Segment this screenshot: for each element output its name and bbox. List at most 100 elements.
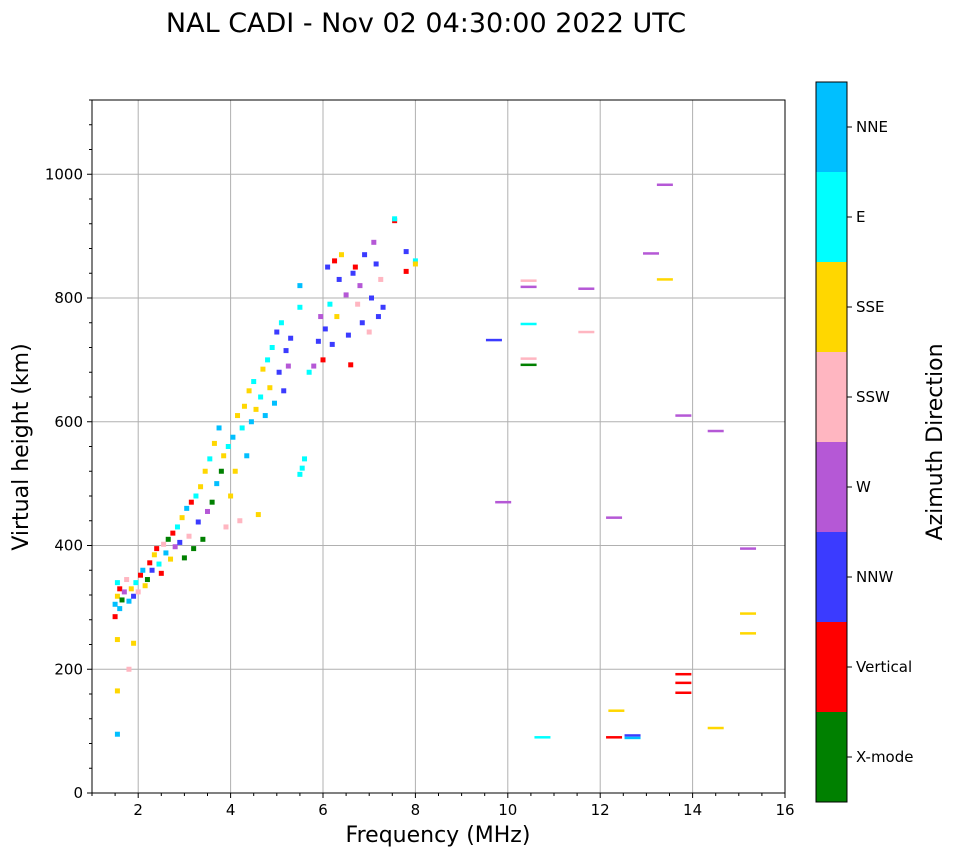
data-point (278, 320, 284, 326)
data-point (520, 279, 537, 282)
x-tick-label: 6 (318, 801, 328, 819)
data-point (299, 465, 305, 471)
data-point (239, 425, 245, 431)
data-point (332, 258, 338, 264)
y-tick-label: 400 (54, 537, 83, 555)
data-point (225, 444, 231, 449)
data-point (114, 580, 120, 586)
colorbar-segment (816, 262, 847, 352)
data-point (403, 268, 409, 274)
data-point (520, 357, 537, 360)
data-point (495, 500, 512, 504)
colorbar-label: X-mode (856, 748, 913, 766)
data-point (114, 593, 120, 599)
data-point (170, 530, 176, 536)
y-axis-ticks: 0 200 400 600 800 1000 (45, 99, 92, 802)
data-point (237, 518, 243, 524)
data-point (675, 691, 692, 695)
data-point (318, 314, 324, 320)
data-point (214, 481, 220, 487)
data-point (315, 338, 321, 344)
data-point (144, 577, 150, 583)
data-point (624, 734, 641, 737)
x-tick-label: 16 (775, 801, 794, 819)
data-point (133, 580, 139, 586)
data-point (297, 304, 303, 310)
data-point (311, 363, 317, 369)
x-axis-ticks: 2 4 6 8 10 12 14 16 (91, 793, 795, 819)
data-point (179, 515, 185, 521)
data-point (534, 736, 551, 739)
azimuth-colorbar: X-mode Vertical NNW W SSW SSE E NNE (815, 81, 913, 803)
data-point (606, 736, 623, 739)
data-point (221, 453, 227, 459)
grid-lines (92, 100, 785, 793)
data-point (338, 252, 344, 258)
data-point (232, 468, 238, 474)
data-point (235, 413, 241, 419)
data-point (740, 632, 757, 635)
data-point (403, 249, 409, 255)
data-point (246, 388, 252, 394)
data-point (128, 586, 134, 592)
data-point (258, 394, 264, 400)
data-point (119, 597, 125, 603)
data-point (262, 413, 268, 419)
colorbar-segment (816, 442, 847, 532)
data-point (643, 252, 660, 255)
data-points (112, 183, 757, 740)
data-point (302, 456, 308, 462)
data-point (520, 285, 537, 289)
colorbar-segment (816, 352, 847, 442)
data-point (218, 468, 224, 474)
colorbar-label: SSW (856, 388, 890, 406)
colorbar-label: SSE (856, 298, 885, 316)
data-point (253, 406, 259, 412)
data-point (392, 216, 398, 222)
x-axis-title: Frequency (MHz) (346, 823, 531, 848)
data-point (156, 561, 162, 567)
data-point (327, 301, 333, 307)
data-point (181, 555, 187, 561)
colorbar-label: W (856, 478, 871, 496)
data-point (216, 425, 222, 431)
data-point (195, 519, 201, 525)
data-point (135, 589, 141, 595)
data-point (485, 338, 502, 342)
y-tick-label: 0 (73, 784, 83, 802)
plot-frame (91, 99, 786, 794)
colorbar-segment (816, 532, 847, 622)
chart-title: NAL CADI - Nov 02 04:30:00 2022 UTC (166, 8, 686, 39)
data-point (675, 414, 692, 417)
data-point (297, 471, 303, 477)
data-point (276, 369, 282, 375)
data-point (251, 379, 257, 385)
data-point (707, 726, 724, 730)
data-point (207, 456, 213, 462)
data-point (265, 357, 271, 363)
data-point (325, 264, 331, 270)
data-point (352, 264, 358, 270)
data-point (198, 484, 204, 490)
data-point (624, 736, 641, 740)
data-point (172, 544, 178, 550)
data-point (126, 666, 132, 672)
data-point (343, 292, 349, 298)
data-point (117, 586, 123, 592)
data-point (520, 322, 537, 326)
x-tick-label: 10 (498, 801, 517, 819)
data-point (371, 239, 377, 245)
colorbar-frame (815, 81, 848, 803)
data-point (131, 593, 137, 599)
data-point (355, 301, 361, 307)
y-tick-label: 800 (54, 289, 83, 307)
data-point (154, 546, 160, 552)
data-point (380, 304, 386, 310)
data-point (177, 539, 183, 545)
colorbar-segment (816, 622, 847, 712)
data-point (740, 612, 757, 615)
data-point (675, 681, 692, 685)
data-point (348, 362, 354, 368)
data-point (334, 314, 340, 320)
data-point (209, 499, 215, 505)
